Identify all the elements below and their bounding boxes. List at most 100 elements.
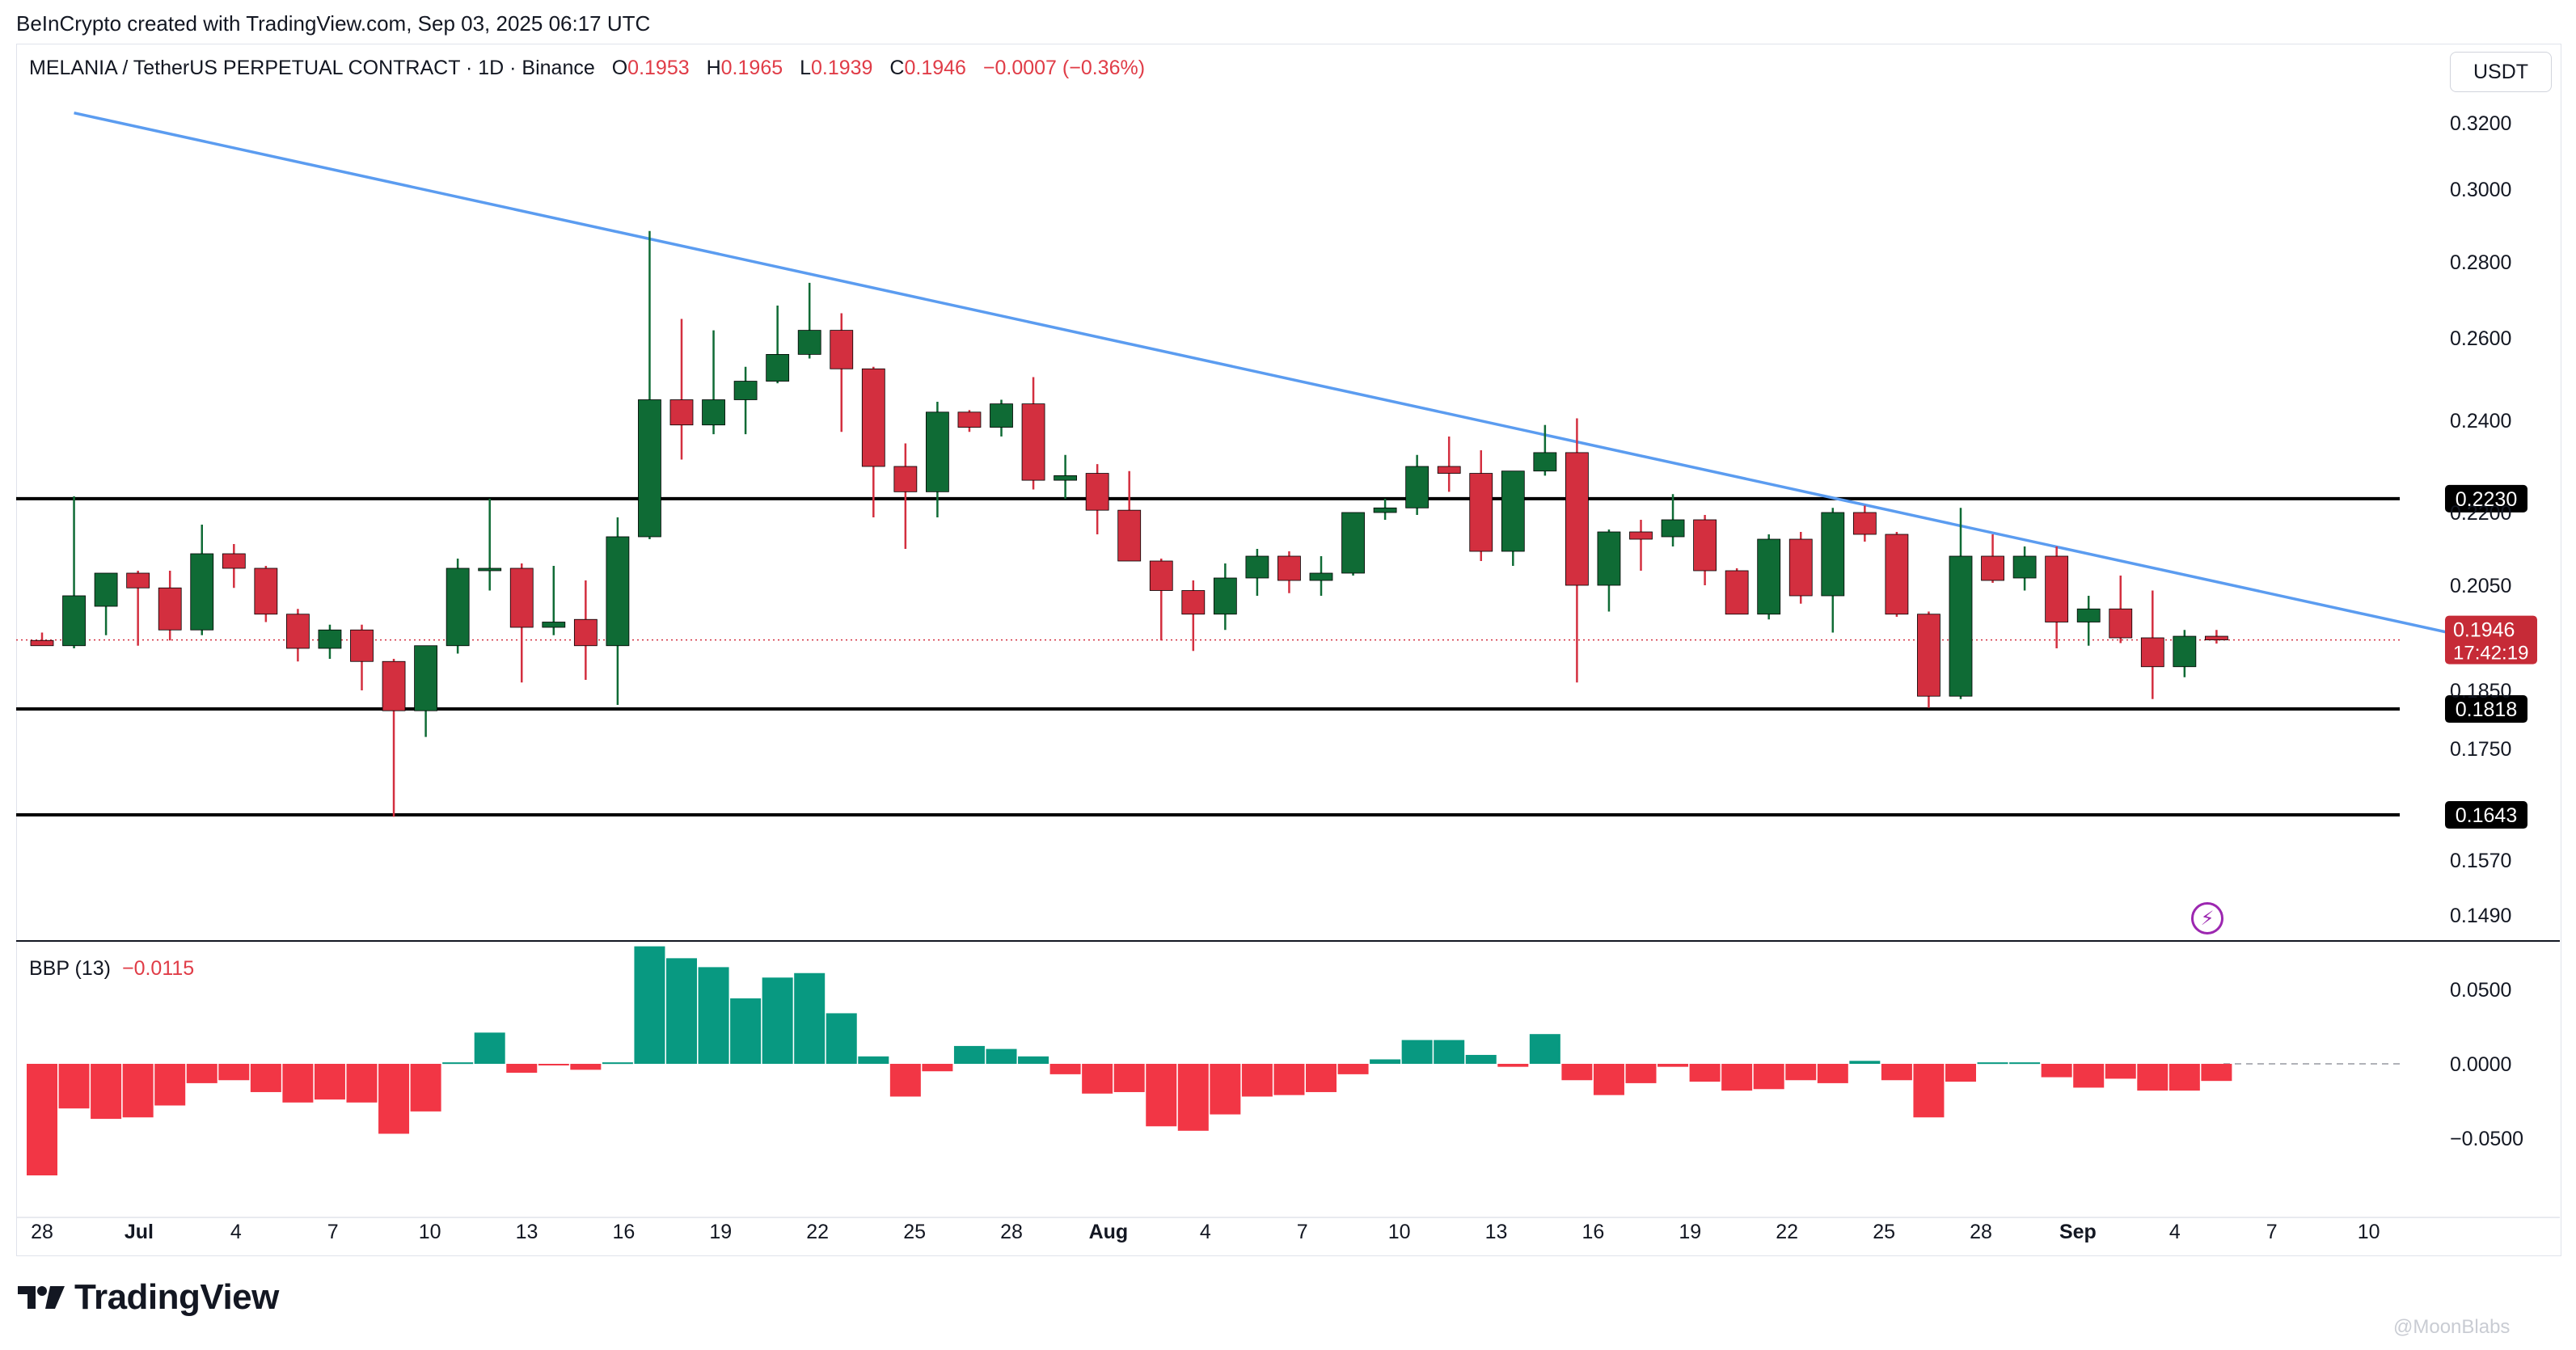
high-value: 0.1965 <box>720 57 783 79</box>
candle-body <box>957 411 982 428</box>
price-tick-label: 0.3000 <box>2450 179 2511 201</box>
bbp-bar <box>314 1064 345 1100</box>
bbp-bar <box>1849 1061 1881 1064</box>
candle-body <box>1597 531 1621 586</box>
candle <box>1885 532 1909 617</box>
candle-body <box>1213 577 1237 615</box>
tradingview-logo-text: TradingView <box>74 1277 279 1317</box>
candle-body <box>2140 637 2164 668</box>
bbp-bar <box>1337 1064 1369 1074</box>
bbp-bar <box>1913 1064 1945 1118</box>
candle <box>606 517 630 705</box>
bbp-bar <box>2041 1064 2072 1078</box>
price-tick-label: 0.1750 <box>2450 738 2511 761</box>
candle <box>414 645 437 737</box>
candle-body <box>1852 512 1877 535</box>
trendline-layer[interactable] <box>16 111 2473 641</box>
candle-body <box>2076 608 2101 622</box>
candle-body <box>990 403 1013 428</box>
candle-body <box>1181 590 1206 615</box>
bbp-bar <box>346 1064 378 1103</box>
candle-body <box>830 330 854 369</box>
bbp-bar <box>1113 1064 1145 1092</box>
candle <box>1725 568 1749 615</box>
candle-body <box>1085 473 1109 511</box>
price-tick-label: 0.1490 <box>2450 905 2511 927</box>
candle-body <box>638 399 661 538</box>
bbp-bar <box>1753 1064 1784 1090</box>
candle-body <box>126 572 150 589</box>
time-tick-label: 19 <box>1679 1221 1701 1243</box>
bbp-bar <box>730 998 762 1064</box>
high-label: H <box>706 57 721 79</box>
candle-body <box>158 587 182 631</box>
bbp-bar <box>1146 1064 1177 1127</box>
symbol-name: MELANIA / TetherUS PERPETUAL CONTRACT · … <box>29 57 595 79</box>
price-tick-label: 0.2050 <box>2450 575 2511 597</box>
candle <box>158 571 182 641</box>
candle <box>542 566 566 635</box>
chart-frame <box>16 44 2561 1256</box>
lightning-icon[interactable]: ⚡ <box>2191 902 2223 934</box>
level-tag-label: 0.2230 <box>2456 488 2517 511</box>
bbp-bar <box>1625 1064 1657 1083</box>
candle-body <box>414 645 437 711</box>
candle-body <box>1309 572 1333 581</box>
bbp-bar <box>1370 1059 1401 1064</box>
candle <box>573 580 598 680</box>
candle <box>638 230 661 539</box>
bbp-bar <box>1561 1064 1593 1081</box>
candle <box>94 572 118 635</box>
candle <box>222 544 246 589</box>
price-tick-label: 0.1570 <box>2450 850 2511 872</box>
candle <box>1213 563 1237 631</box>
bbp-bar <box>91 1064 122 1120</box>
candle-body <box>478 567 502 572</box>
candle <box>957 410 982 432</box>
bbp-bar <box>889 1064 921 1097</box>
candle-body <box>1757 538 1781 615</box>
countdown-label: 17:42:19 <box>2453 643 2528 664</box>
candle-body <box>1149 560 1173 591</box>
bbp-bar <box>826 1013 857 1064</box>
candle <box>1981 534 2004 583</box>
bbp-bar <box>250 1064 281 1092</box>
time-tick-label: 7 <box>327 1221 339 1243</box>
time-tick-label: 4 <box>230 1221 242 1243</box>
bbp-bar <box>1177 1064 1209 1131</box>
candle <box>1373 498 1397 520</box>
candle-body <box>94 572 118 607</box>
bbp-bar <box>2073 1064 2105 1088</box>
candle <box>702 330 725 435</box>
candle-body <box>1341 512 1365 574</box>
candle <box>2076 596 2101 646</box>
low-value: 0.1939 <box>810 57 873 79</box>
watermark: @MoonBlabs <box>2393 1316 2511 1338</box>
candle <box>1054 454 1077 499</box>
horizontal-levels[interactable]: 0.2230 0.1818 0.1643 <box>16 484 2527 829</box>
bbp-bar <box>762 977 793 1064</box>
candle <box>126 571 150 646</box>
candle-body <box>926 411 949 492</box>
bbp-bar <box>1977 1062 2008 1065</box>
bbp-bar <box>1465 1054 1497 1064</box>
currency-button[interactable]: USDT <box>2450 52 2552 92</box>
candle-body <box>2204 635 2228 640</box>
time-tick-label: 22 <box>806 1221 829 1243</box>
candle <box>30 632 54 647</box>
candle-body <box>606 536 630 647</box>
time-tick-label: 4 <box>1200 1221 1211 1243</box>
price-axis[interactable]: 0.3200 0.3000 0.2800 0.2600 0.2400 0.2200 0.20… <box>2445 112 2537 1150</box>
candle <box>1085 464 1109 534</box>
bbp-bar <box>1945 1064 1976 1082</box>
candle <box>1661 494 1685 546</box>
bbp-bar <box>154 1064 186 1106</box>
candle-body <box>1917 614 1940 697</box>
candle-body <box>2045 555 2069 622</box>
bbp-bar <box>1273 1064 1305 1095</box>
time-axis[interactable]: 28 Jul 4 7 10 13 16 19 22 25 28 Aug 4 7 10 13 16 19 22 25 28… <box>16 1217 2560 1243</box>
time-tick-label: 10 <box>2358 1221 2380 1243</box>
candle-body <box>1501 470 1525 552</box>
bbp-bar <box>442 1062 474 1065</box>
